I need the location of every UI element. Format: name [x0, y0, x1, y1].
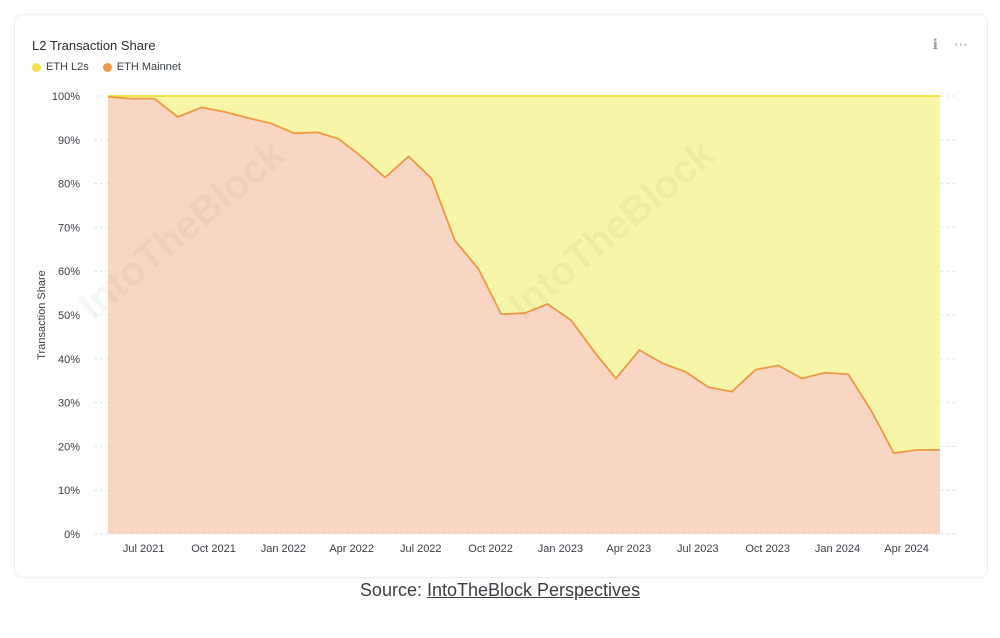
more-icon[interactable]: ⋯ — [954, 36, 968, 52]
legend-label-eth-l2s: ETH L2s — [46, 61, 89, 73]
x-tick-label: Oct 2022 — [468, 543, 513, 555]
y-tick-label: 40% — [58, 354, 80, 366]
legend-item-eth-l2s[interactable]: ETH L2s — [32, 61, 89, 73]
legend-label-eth-mainnet: ETH Mainnet — [116, 61, 181, 73]
x-tick-label: Jan 2023 — [538, 543, 583, 555]
series-area-eth-l2s — [108, 96, 940, 453]
legend-dot-eth-l2s — [32, 62, 41, 72]
x-tick-label: Jan 2024 — [815, 543, 860, 555]
legend-item-eth-mainnet[interactable]: ETH Mainnet — [102, 61, 181, 73]
chart-toolbar: ℹ ⋯ — [933, 36, 968, 53]
y-axis-title: Transaction Share — [36, 270, 48, 359]
y-tick-label: 70% — [58, 222, 80, 234]
legend-dot-eth-mainnet — [102, 62, 112, 72]
x-tick-label: Jul 2023 — [677, 543, 719, 555]
x-tick-label: Apr 2022 — [329, 543, 374, 555]
y-tick-label: 50% — [58, 310, 80, 322]
info-icon[interactable]: ℹ — [932, 36, 938, 52]
x-tick-label: Jul 2022 — [400, 543, 442, 555]
x-tick-label: Jul 2021 — [123, 543, 165, 555]
legend: ETH L2s ETH Mainnet — [32, 61, 181, 73]
y-tick-label: 80% — [58, 179, 80, 191]
chart-title: L2 Transaction Share — [32, 38, 156, 53]
x-tick-label: Jan 2022 — [261, 543, 306, 555]
y-tick-label: 0% — [64, 529, 80, 541]
series-area-eth-mainnet — [108, 96, 940, 535]
x-tick-label: Oct 2021 — [191, 543, 236, 555]
y-tick-label: 60% — [58, 266, 80, 278]
y-tick-label: 10% — [58, 485, 80, 497]
y-tick-label: 90% — [58, 135, 80, 147]
series-line-eth-mainnet — [107, 96, 940, 454]
x-tick-label: Oct 2023 — [745, 543, 790, 555]
y-tick-label: 30% — [58, 398, 80, 410]
x-tick-label: Apr 2023 — [606, 543, 651, 555]
source-caption: Source: IntoTheBlock Perspectives — [0, 580, 1000, 601]
y-tick-label: 20% — [58, 441, 80, 453]
source-prefix: Source: — [359, 580, 427, 600]
source-link[interactable]: IntoTheBlock Perspectives — [426, 580, 641, 600]
x-tick-label: Apr 2024 — [884, 543, 929, 555]
y-tick-label: 100% — [52, 91, 80, 103]
